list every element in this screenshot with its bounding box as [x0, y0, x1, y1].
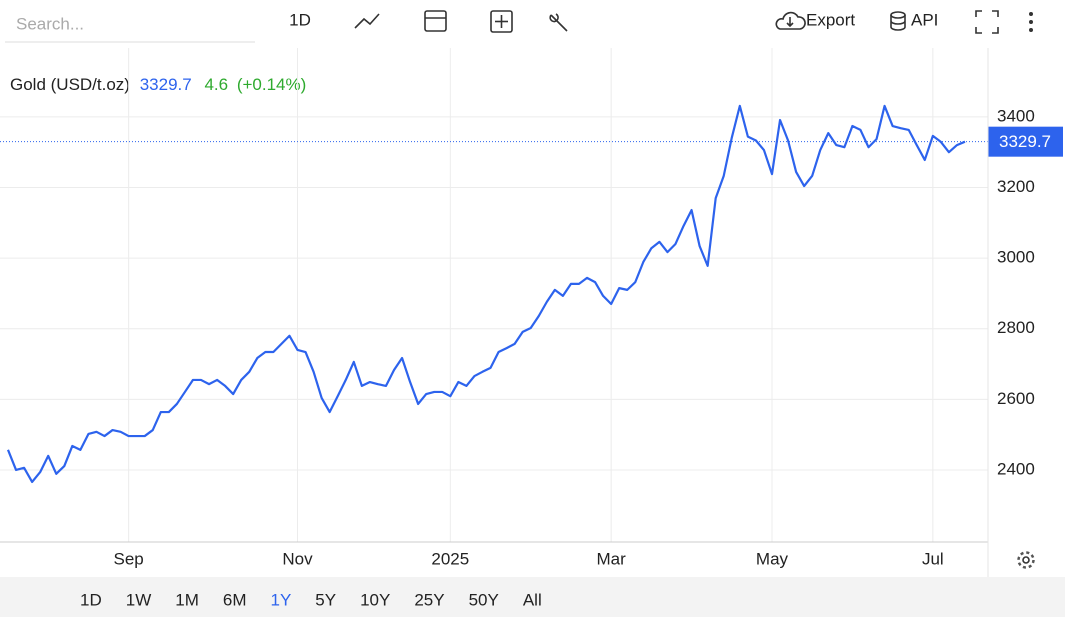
x-tick-label: Sep — [114, 549, 144, 568]
y-tick-label: 3400 — [997, 106, 1035, 125]
menu-icon[interactable] — [1029, 12, 1033, 32]
y-tick-label: 2400 — [997, 459, 1035, 478]
range-button[interactable]: 6M — [223, 590, 247, 609]
tools-icon[interactable] — [549, 13, 568, 32]
x-tick-label: 2025 — [431, 549, 469, 568]
api-button[interactable]: API — [911, 10, 938, 29]
range-button[interactable]: 5Y — [315, 590, 336, 609]
plot: 2400 2600 2800 3000 3200 3400 Sep Nov 2025 Mar May… — [0, 48, 1063, 568]
range-buttons: 1D 1W 1M 6M 1Y 5Y 10Y 25Y 50Y All — [80, 590, 542, 609]
range-bar — [0, 577, 1065, 617]
price-line — [6, 104, 966, 484]
y-tick-label: 3000 — [997, 248, 1035, 267]
add-indicator-icon[interactable] — [490, 10, 513, 33]
interval-button[interactable]: 1D — [289, 10, 311, 29]
quote-header: Gold (USD/t.oz) 3329.7 4.6 (+0.14%) — [10, 75, 306, 94]
x-tick-label: May — [756, 549, 789, 568]
price-change-pct: (+0.14%) — [237, 75, 306, 94]
x-tick-label: Nov — [282, 549, 313, 568]
range-button[interactable]: 25Y — [414, 590, 444, 609]
range-button[interactable]: 1Y — [270, 590, 291, 609]
range-button[interactable]: All — [523, 590, 542, 609]
fullscreen-icon[interactable] — [975, 10, 999, 34]
y-tick-label: 3200 — [997, 177, 1035, 196]
price-change: 4.6 — [204, 75, 228, 94]
last-price-tag — [988, 126, 1063, 157]
export-button[interactable]: Export — [806, 10, 855, 29]
search-box[interactable]: Search... — [16, 14, 84, 33]
calendar-icon[interactable] — [424, 10, 447, 32]
range-button[interactable]: 10Y — [360, 590, 390, 609]
range-button[interactable]: 50Y — [469, 590, 499, 609]
toolbar: Search... 1D Export API — [5, 10, 1033, 43]
instrument-name: Gold (USD/t.oz) — [10, 75, 130, 94]
x-tick-label: Jul — [922, 549, 944, 568]
chart-type-icon[interactable] — [354, 13, 380, 29]
range-button[interactable]: 1D — [80, 590, 102, 609]
export-icon[interactable] — [775, 11, 806, 30]
last-price: 3329.7 — [140, 75, 192, 94]
settings-icon[interactable] — [1017, 551, 1035, 569]
range-button[interactable]: 1M — [175, 590, 199, 609]
x-tick-label: Mar — [597, 549, 627, 568]
range-button[interactable]: 1W — [126, 590, 152, 609]
y-tick-label: 2600 — [997, 389, 1035, 408]
last-price-label: 3329.7 — [999, 132, 1051, 151]
api-icon[interactable] — [890, 11, 906, 31]
y-tick-label: 2800 — [997, 318, 1035, 337]
